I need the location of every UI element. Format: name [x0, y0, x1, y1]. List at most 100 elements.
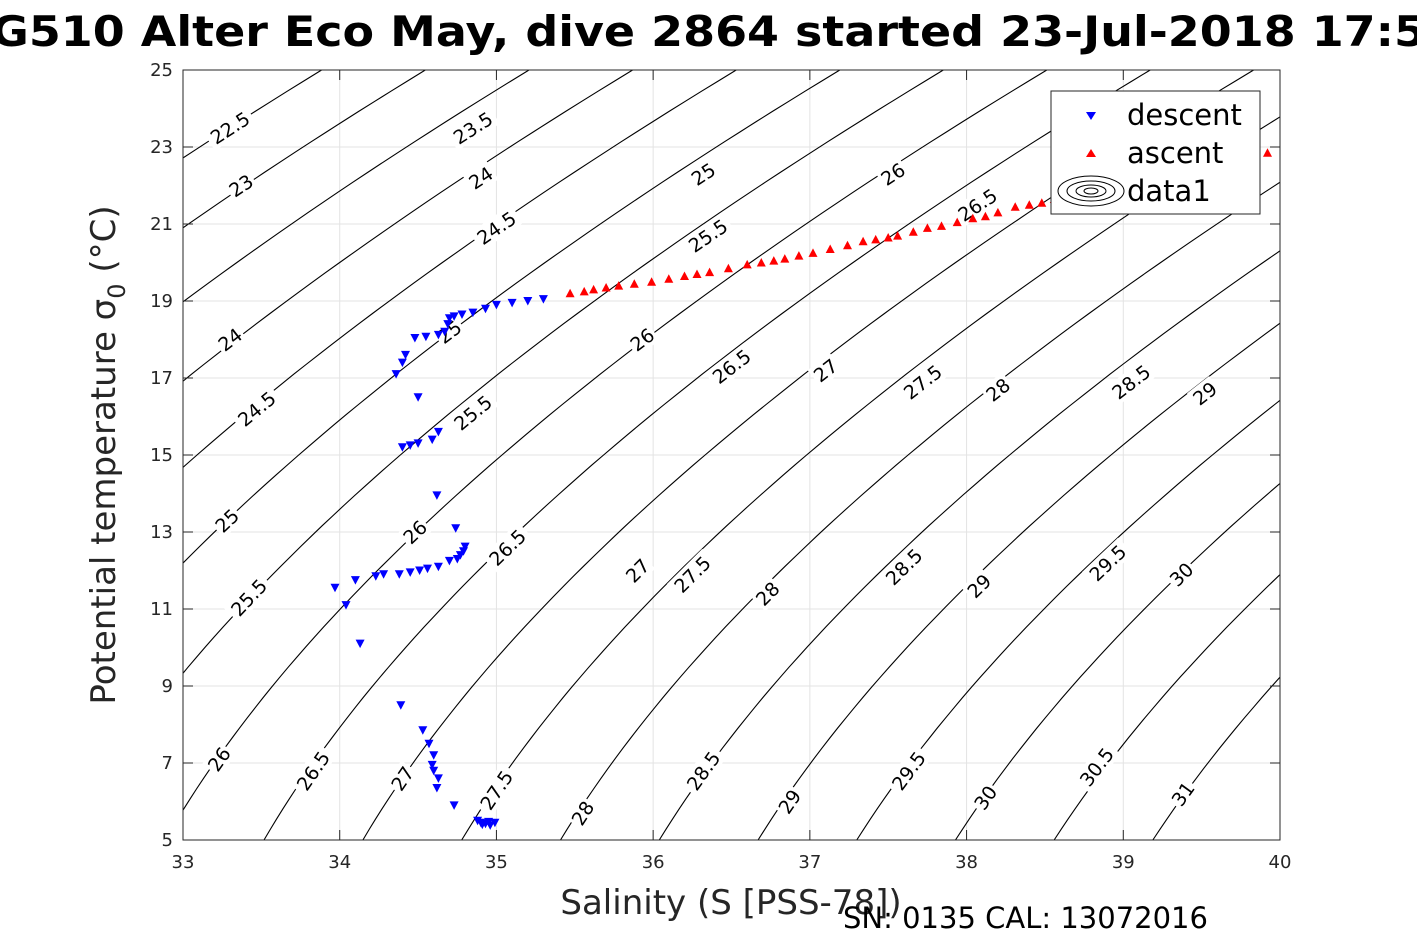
density-contour-line	[183, 70, 738, 469]
contour-label-gap	[230, 384, 283, 434]
contour-label-gap	[397, 514, 433, 550]
contour-label-gap	[624, 322, 661, 357]
contour-label-gap	[666, 548, 718, 600]
y-tick-label: 13	[150, 522, 173, 543]
descent-point	[433, 330, 443, 340]
descent-point	[433, 774, 443, 783]
contour-label-gap	[705, 342, 758, 391]
y-axis-ticks: 5 7 9 11 13 15 17 19 21 23 25	[150, 60, 1280, 851]
contour-label-gap	[679, 743, 727, 798]
chart-title: SG510 Alter Eco May, dive 2864 started 2…	[0, 7, 1417, 56]
contour-label-gap	[896, 357, 950, 406]
ascent-point	[1010, 202, 1020, 211]
contour-label-gap	[1163, 556, 1200, 592]
contour-label-gap	[681, 212, 735, 259]
ascent-point	[680, 271, 689, 280]
ascent-point	[858, 236, 868, 246]
ascent-point	[871, 234, 881, 244]
density-contour-line	[559, 181, 1280, 840]
descent-point	[433, 427, 443, 437]
ascent-point	[808, 248, 818, 257]
y-tick-label: 5	[162, 830, 173, 851]
density-contour-line	[183, 70, 1048, 812]
legend-descent-marker	[1086, 112, 1096, 120]
descent-point	[485, 821, 495, 830]
ascent-point	[629, 279, 639, 288]
ascent-point	[1037, 198, 1047, 207]
y-tick-label: 17	[150, 368, 173, 389]
contour-label-gap	[749, 575, 786, 612]
contour-label-gap	[431, 314, 468, 350]
ascent-point	[723, 263, 733, 273]
legend-data1-contour-icon	[1057, 175, 1125, 207]
contour-label-gap	[685, 157, 722, 191]
contour-label-gap	[1165, 776, 1200, 812]
contour-label-gap	[473, 763, 520, 817]
y-tick-label: 9	[162, 676, 173, 697]
x-tick-label: 39	[1112, 852, 1135, 873]
descent-point	[444, 314, 454, 323]
ascent-point	[883, 233, 893, 242]
ascent-point	[601, 283, 611, 292]
y-axis-label-unit: (°C)	[84, 205, 124, 283]
contour-label-gap	[619, 552, 656, 589]
contour-label-gap	[1081, 537, 1134, 589]
descent-point	[468, 308, 478, 318]
y-axis-label: Potential temperature σ0 (°C)	[84, 205, 131, 704]
serial-calibration-footer: SN: 0135 CAL: 13072016	[843, 901, 1208, 935]
x-tick-label: 35	[485, 852, 508, 873]
descent-point	[421, 332, 431, 342]
y-tick-label: 21	[150, 214, 173, 235]
ascent-point	[980, 211, 990, 221]
contour-label-gap	[980, 372, 1016, 407]
y-axis-label-main: Potential temperature σ	[84, 299, 124, 705]
descent-point	[451, 524, 461, 533]
density-contour-line	[954, 482, 1280, 840]
x-axis-label: Salinity (S [PSS-78])	[560, 883, 901, 923]
legend-ascent-label: ascent	[1127, 136, 1223, 170]
contour-label-gap	[968, 779, 1003, 816]
density-contour-line	[183, 70, 634, 382]
ascent-point	[937, 221, 946, 230]
density-contour-line	[757, 322, 1280, 840]
descent-point	[538, 295, 548, 304]
legend: descent ascent data1	[1050, 90, 1261, 215]
descent-point	[396, 701, 406, 710]
contour-label-gap	[289, 743, 337, 798]
ascent-point	[1024, 200, 1034, 209]
y-tick-label: 11	[150, 599, 173, 620]
density-contour-line	[183, 70, 531, 303]
descent-point	[397, 443, 407, 452]
ascent-point	[780, 254, 790, 263]
descent-point	[490, 818, 500, 828]
descent-point	[477, 820, 487, 830]
descent-point	[413, 393, 423, 402]
contour-label-gap	[223, 168, 259, 203]
contour-label-gap	[875, 157, 911, 191]
ascent-point	[952, 217, 962, 227]
ascent-point	[692, 269, 702, 278]
ascent-point	[647, 277, 657, 286]
descent-point	[507, 298, 517, 308]
y-tick-label: 19	[150, 291, 173, 312]
y-tick-label: 15	[150, 445, 173, 466]
descent-point	[440, 327, 450, 337]
descent-point	[415, 566, 425, 575]
contour-label-gap	[212, 322, 248, 357]
density-contour-line	[658, 250, 1280, 840]
contour-label-gap	[481, 522, 534, 573]
descent-point	[413, 439, 423, 448]
descent-point	[405, 568, 415, 577]
y-tick-label: 7	[162, 753, 173, 774]
descent-point	[401, 350, 410, 360]
y-tick-label: 23	[150, 137, 173, 158]
ascent-point	[794, 251, 804, 260]
ascent-point	[968, 213, 978, 223]
contour-label-gap	[385, 760, 420, 797]
ascent-point	[825, 244, 835, 253]
ascent-point	[769, 256, 779, 265]
descent-point	[460, 542, 470, 552]
x-tick-label: 34	[328, 852, 351, 873]
density-contour-line	[183, 70, 841, 564]
contour-label-gap	[223, 571, 274, 624]
